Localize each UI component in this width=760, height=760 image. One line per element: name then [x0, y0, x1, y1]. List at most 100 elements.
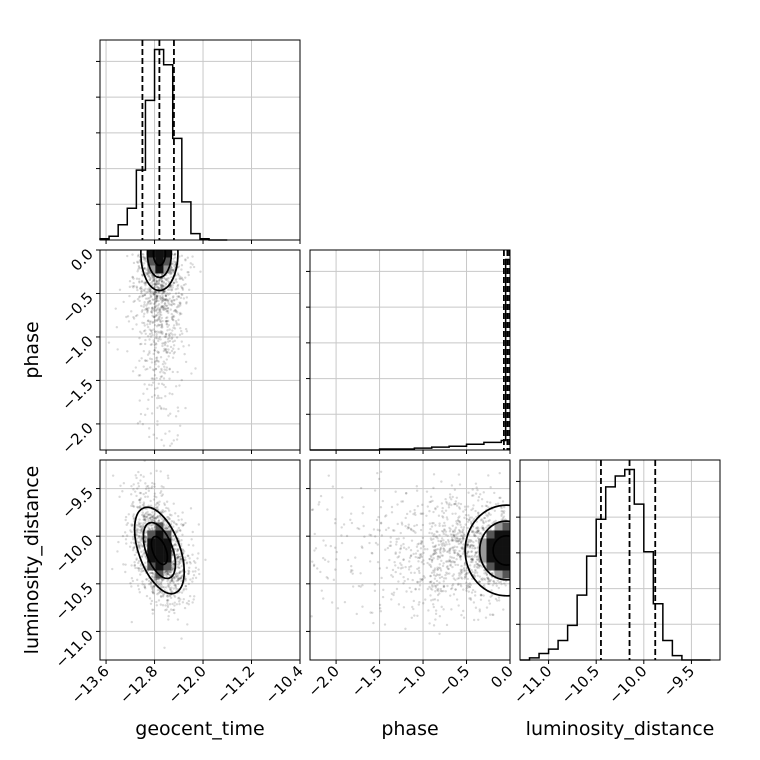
scatter-point [159, 491, 162, 495]
scatter-point [194, 576, 198, 580]
scatter-point [184, 584, 187, 588]
scatter-point [349, 570, 353, 574]
scatter-point [474, 590, 477, 594]
scatter-point [164, 319, 168, 323]
scatter-point [442, 548, 446, 551]
scatter-point [449, 587, 453, 591]
scatter-point [136, 270, 139, 273]
scatter-point [140, 304, 143, 308]
scatter-point [139, 525, 142, 528]
density-cell [163, 562, 172, 571]
scatter-point [154, 314, 158, 317]
scatter-point [154, 308, 158, 311]
scatter-point [479, 594, 483, 597]
scatter-point [169, 588, 172, 592]
scatter-point [446, 567, 450, 570]
scatter-point [160, 584, 163, 587]
scatter-point [121, 534, 125, 538]
scatter-point [442, 511, 446, 515]
scatter-point [393, 560, 396, 564]
scatter-point [152, 573, 155, 576]
scatter-point [148, 597, 152, 600]
scatter-point [143, 551, 146, 555]
scatter-point [181, 533, 184, 537]
scatter-point [166, 572, 169, 576]
scatter-point [192, 544, 195, 547]
scatter-point [136, 506, 140, 509]
scatter-point [145, 307, 149, 310]
scatter-point [166, 516, 169, 519]
scatter-point [145, 359, 149, 362]
scatter-point [165, 332, 168, 336]
scatter-point [130, 564, 133, 567]
scatter-point [191, 580, 194, 583]
scatter-point [488, 602, 492, 605]
scatter-point [174, 261, 177, 264]
scatter-point [379, 522, 383, 525]
scatter-point [148, 366, 152, 369]
scatter-point [149, 343, 153, 346]
scatter-point [170, 578, 174, 581]
scatter-point [163, 573, 166, 577]
scatter-point [145, 268, 148, 272]
scatter-point [175, 553, 178, 556]
scatter-point [158, 323, 162, 327]
scatter-point [278, 571, 280, 573]
scatter-point [173, 543, 177, 546]
scatter-point [175, 298, 178, 301]
scatter-point [391, 568, 395, 572]
scatter-point [474, 560, 478, 564]
scatter-point [468, 518, 471, 521]
scatter-point [176, 555, 179, 559]
scatter-point [452, 573, 456, 576]
scatter-point [164, 570, 167, 573]
scatter-point [137, 523, 141, 526]
scatter-point [151, 333, 154, 337]
scatter-point [467, 583, 470, 586]
scatter-point [141, 274, 144, 277]
scatter-point [181, 511, 184, 514]
scatter-point [153, 302, 156, 306]
scatter-point [184, 276, 187, 279]
density-cell [502, 546, 510, 555]
scatter-point [275, 562, 277, 564]
scatter-point [396, 503, 399, 506]
scatter-point [198, 572, 201, 576]
scatter-point [497, 599, 501, 602]
scatter-point [132, 517, 135, 521]
scatter-point [437, 514, 441, 517]
scatter-point [144, 495, 147, 499]
scatter-point [175, 323, 179, 326]
scatter-point [143, 257, 146, 260]
scatter-points [111, 460, 207, 650]
scatter-point [432, 573, 436, 577]
scatter-point [153, 516, 157, 519]
scatter-point [321, 556, 325, 560]
scatter-point [166, 584, 170, 588]
scatter-point [468, 585, 472, 589]
scatter-point [165, 297, 168, 301]
scatter-point [161, 319, 164, 323]
scatter-point [143, 256, 147, 259]
scatter-point [467, 555, 470, 558]
scatter-point [172, 534, 175, 538]
scatter-point [501, 500, 505, 503]
scatter-point [416, 567, 419, 571]
scatter-point [399, 531, 402, 535]
scatter-point [159, 331, 163, 335]
scatter-point [138, 374, 142, 377]
scatter-point [151, 590, 155, 593]
scatter-point [142, 475, 145, 478]
scatter-point [408, 560, 411, 563]
scatter-point [502, 608, 505, 611]
scatter-point [473, 534, 476, 538]
scatter-point [118, 495, 121, 499]
scatter-point [188, 560, 192, 564]
scatter-point [138, 544, 142, 548]
scatter-point [162, 594, 165, 597]
scatter-point [142, 501, 146, 504]
scatter-point [143, 293, 147, 297]
scatter-point [156, 588, 160, 592]
scatter-point [161, 326, 164, 329]
scatter-point [153, 519, 156, 522]
